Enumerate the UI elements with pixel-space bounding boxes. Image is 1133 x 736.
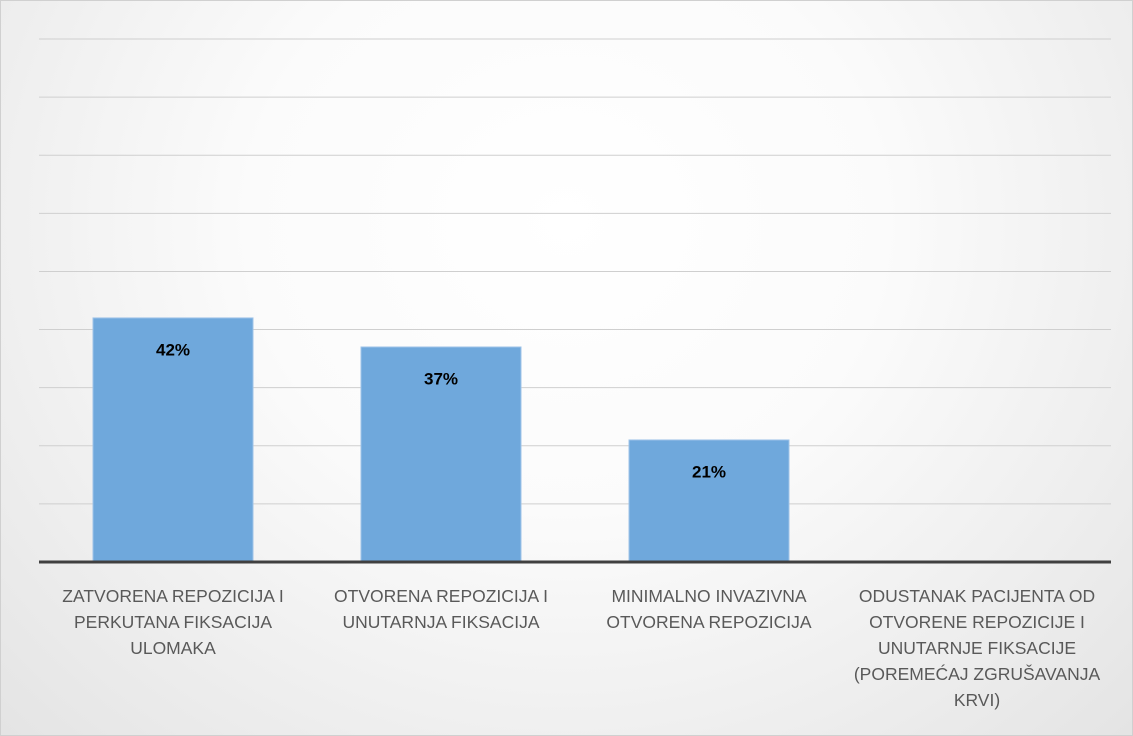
x-tick-label: ODUSTANAK PACIJENTA OD OTVORENE REPOZICI… [853,586,1101,710]
x-tick-label: OTVORENA REPOZICIJA I UNUTARNJA FIKSACIJ… [334,586,548,632]
x-tick-label: MINIMALNO INVAZIVNA OTVORENA REPOZICIJA [606,586,812,632]
bar [628,439,790,563]
bar [92,317,254,563]
bar [360,346,522,563]
data-label: 37% [424,369,458,388]
x-tick-label: ZATVORENA REPOZICIJA I PERKUTANA FIKSACI… [62,586,284,658]
data-label: 21% [692,462,726,481]
data-label: 42% [156,340,190,359]
